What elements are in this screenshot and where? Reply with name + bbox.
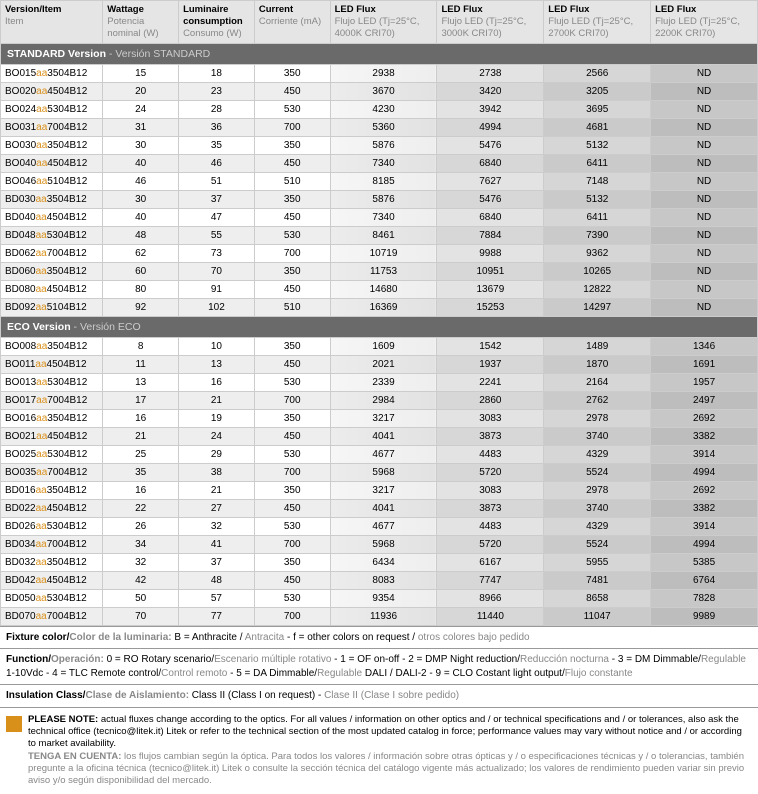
- table-row: BD048aa5304B124855530846178847390ND: [1, 226, 758, 244]
- table-row: BD016aa3504B1216213503217308329782692: [1, 481, 758, 499]
- item-code: BD048aa5304B12: [1, 226, 103, 244]
- item-code: BD042aa4504B12: [1, 571, 103, 589]
- table-row: BO020aa4504B122023450367034203205ND: [1, 82, 758, 100]
- item-code: BO035aa7004B12: [1, 463, 103, 481]
- item-code: BO020aa4504B12: [1, 82, 103, 100]
- table-row: BO030aa3504B123035350587654765132ND: [1, 136, 758, 154]
- col-header: LED FluxFlujo LED (Tj=25°C, 4000K CRI70): [330, 1, 437, 44]
- table-row: BD022aa4504B1222274504041387337403382: [1, 499, 758, 517]
- table-row: BD070aa7004B1270777001193611440110479989: [1, 607, 758, 625]
- table-row: BD080aa4504B128091450146801367912822ND: [1, 280, 758, 298]
- section-header: STANDARD Version - Versión STANDARD: [1, 43, 758, 64]
- item-code: BO030aa3504B12: [1, 136, 103, 154]
- table-row: BO046aa5104B124651510818576277148ND: [1, 172, 758, 190]
- item-code: BD040aa4504B12: [1, 208, 103, 226]
- col-header: LED FluxFlujo LED (Tj=25°C, 3000K CRI70): [437, 1, 544, 44]
- table-row: BO017aa7004B1217217002984286027622497: [1, 391, 758, 409]
- fixture-color-note: Fixture color/Color de la luminaria: B =…: [0, 626, 758, 649]
- item-code: BO046aa5104B12: [1, 172, 103, 190]
- item-code: BD080aa4504B12: [1, 280, 103, 298]
- item-code: BO016aa3504B12: [1, 409, 103, 427]
- table-row: BO021aa4504B1221244504041387337403382: [1, 427, 758, 445]
- item-code: BO021aa4504B12: [1, 427, 103, 445]
- item-code: BO013aa5304B12: [1, 373, 103, 391]
- item-code: BD026aa5304B12: [1, 517, 103, 535]
- item-code: BO011aa4504B12: [1, 355, 103, 373]
- table-row: BD032aa3504B1232373506434616759555385: [1, 553, 758, 571]
- function-note: Function/Operación: 0 = RO Rotary scenar…: [0, 648, 758, 684]
- table-row: BD042aa4504B1242484508083774774816764: [1, 571, 758, 589]
- item-code: BO008aa3504B12: [1, 337, 103, 355]
- item-code: BD092aa5104B12: [1, 298, 103, 316]
- col-header: LED FluxFlujo LED (Tj=25°C, 2200K CRI70): [651, 1, 758, 44]
- item-code: BD030aa3504B12: [1, 190, 103, 208]
- item-code: BD060aa3504B12: [1, 262, 103, 280]
- table-row: BO031aa7004B123136700536049944681ND: [1, 118, 758, 136]
- header-row: Version/ItemItemWattagePotencia nominal …: [1, 1, 758, 44]
- table-row: BO024aa5304B122428530423039423695ND: [1, 100, 758, 118]
- table-row: BO040aa4504B124046450734068406411ND: [1, 154, 758, 172]
- table-row: BD050aa5304B1250575309354896686587828: [1, 589, 758, 607]
- col-header: LED FluxFlujo LED (Tj=25°C, 2700K CRI70): [544, 1, 651, 44]
- item-code: BD016aa3504B12: [1, 481, 103, 499]
- table-row: BO015aa3504B121518350293827382566ND: [1, 64, 758, 82]
- spec-table: Version/ItemItemWattagePotencia nominal …: [0, 0, 758, 626]
- item-code: BO040aa4504B12: [1, 154, 103, 172]
- item-code: BO031aa7004B12: [1, 118, 103, 136]
- table-row: BD040aa4504B124047450734068406411ND: [1, 208, 758, 226]
- table-row: BO011aa4504B1211134502021193718701691: [1, 355, 758, 373]
- item-code: BO017aa7004B12: [1, 391, 103, 409]
- item-code: BD062aa7004B12: [1, 244, 103, 262]
- col-header: CurrentCorriente (mA): [254, 1, 330, 44]
- item-code: BD032aa3504B12: [1, 553, 103, 571]
- table-row: BD034aa7004B1234417005968572055244994: [1, 535, 758, 553]
- col-header: Version/ItemItem: [1, 1, 103, 44]
- item-code: BO015aa3504B12: [1, 64, 103, 82]
- table-row: BD060aa3504B126070350117531095110265ND: [1, 262, 758, 280]
- item-code: BD022aa4504B12: [1, 499, 103, 517]
- section-header: ECO Version - Versión ECO: [1, 316, 758, 337]
- table-row: BO025aa5304B1225295304677448343293914: [1, 445, 758, 463]
- item-code: BD034aa7004B12: [1, 535, 103, 553]
- table-row: BD030aa3504B123037350587654765132ND: [1, 190, 758, 208]
- item-code: BD050aa5304B12: [1, 589, 103, 607]
- table-row: BD026aa5304B1226325304677448343293914: [1, 517, 758, 535]
- please-note: PLEASE NOTE: actual fluxes change accord…: [0, 707, 758, 794]
- table-row: BO016aa3504B1216193503217308329782692: [1, 409, 758, 427]
- table-row: BO008aa3504B128103501609154214891346: [1, 337, 758, 355]
- orange-marker: [6, 716, 22, 732]
- col-header: WattagePotencia nominal (W): [103, 1, 179, 44]
- table-row: BD062aa7004B1262737001071999889362ND: [1, 244, 758, 262]
- item-code: BO024aa5304B12: [1, 100, 103, 118]
- table-row: BO013aa5304B1213165302339224121641957: [1, 373, 758, 391]
- col-header: Luminaire consumptionConsumo (W): [179, 1, 255, 44]
- item-code: BO025aa5304B12: [1, 445, 103, 463]
- insulation-note: Insulation Class/Clase de Aislamiento: C…: [0, 684, 758, 707]
- item-code: BD070aa7004B12: [1, 607, 103, 625]
- table-row: BO035aa7004B1235387005968572055244994: [1, 463, 758, 481]
- table-row: BD092aa5104B1292102510163691525314297ND: [1, 298, 758, 316]
